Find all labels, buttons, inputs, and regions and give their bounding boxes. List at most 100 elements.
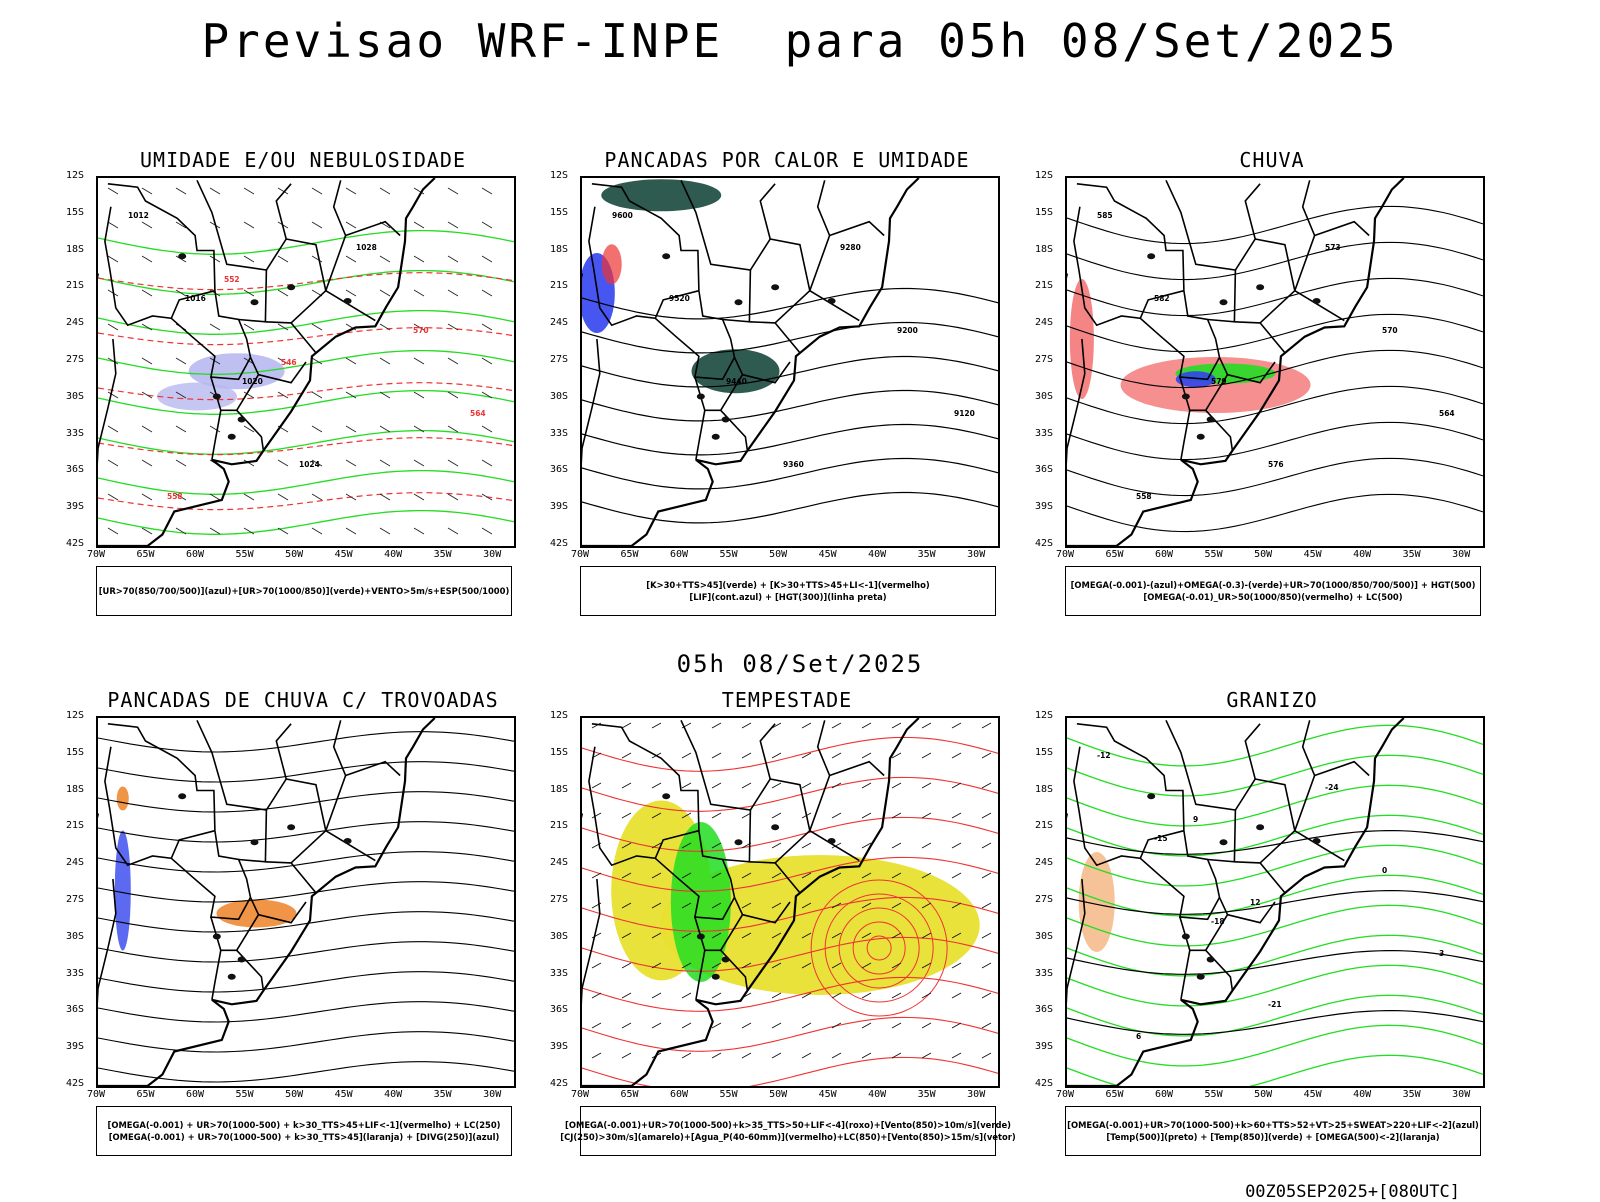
country-border <box>107 723 252 898</box>
wind-vector <box>981 722 992 729</box>
lon-tick-label: 60W <box>670 1089 689 1100</box>
lc850-contour <box>582 936 998 972</box>
country-border <box>258 361 307 384</box>
country-border <box>104 746 216 867</box>
temp500-contour <box>1067 950 1483 975</box>
wind-vector <box>621 932 632 939</box>
streamline <box>98 941 514 963</box>
wind-vector <box>831 812 842 819</box>
wind850-area <box>670 822 731 982</box>
wind-vector <box>681 902 692 909</box>
lon-tick-label: 60W <box>186 1089 205 1100</box>
country-border <box>238 809 268 863</box>
country-border <box>770 238 811 291</box>
legend-line: [OMEGA(-0.001) + UR>70(1000-500) + k>30_… <box>107 1120 501 1130</box>
wind-vector <box>981 812 992 819</box>
lake-shape <box>343 838 352 845</box>
wind-vector <box>447 459 459 467</box>
wind-vector <box>345 221 357 229</box>
humidity-low-contour <box>98 269 514 295</box>
lon-tick-label: 35W <box>433 549 452 560</box>
wind-vector <box>591 992 602 999</box>
wind-vector <box>861 992 872 999</box>
wind-vector <box>621 842 632 849</box>
country-border <box>774 720 831 864</box>
wind-vector <box>447 391 459 399</box>
lc850-contour <box>582 856 998 892</box>
wind-vector <box>651 962 662 969</box>
map-canvas: 1012 1016 1020 1024 1028 570 564 558 552 546 <box>98 178 514 546</box>
wind-vector <box>981 1052 992 1059</box>
lake-shape <box>250 839 259 846</box>
lat-tick-label: 18S <box>65 783 84 795</box>
temp850-contour <box>1067 994 1483 1037</box>
lat-tick-label: 42S <box>65 1078 84 1089</box>
wind-vector <box>921 872 932 879</box>
wind-vector <box>107 391 119 399</box>
coastline <box>582 178 920 546</box>
temp500-contour <box>1067 1010 1483 1035</box>
contour-label: 9120 <box>954 409 975 418</box>
country-border <box>722 269 752 323</box>
wind-vector <box>447 221 459 229</box>
contour-label: 576 <box>1268 460 1284 469</box>
contour-label: 1020 <box>242 377 263 386</box>
country-border <box>591 183 736 358</box>
country-border <box>1234 321 1286 354</box>
wind-vector <box>981 932 992 939</box>
country-border <box>809 830 860 862</box>
lake-shape <box>343 298 352 305</box>
streamline <box>98 1061 514 1083</box>
hgt300-contour <box>582 355 998 388</box>
wind-vector <box>711 902 722 909</box>
wind-vector <box>711 1022 722 1029</box>
wind-vector <box>107 527 119 535</box>
thickness-contour <box>98 272 514 291</box>
country-border <box>722 809 752 863</box>
lat-tick-label: 21S <box>65 820 84 832</box>
lat-tick-label: 39S <box>1034 501 1053 513</box>
country-border <box>1314 220 1370 237</box>
lat-tick-label: 24S <box>65 317 84 329</box>
country-border <box>196 719 292 811</box>
wind-vector <box>801 932 812 939</box>
country-border <box>695 410 706 460</box>
country-border <box>829 220 885 237</box>
country-border <box>211 410 222 460</box>
country-border <box>286 778 327 831</box>
wind-vector <box>345 459 357 467</box>
lon-tick-label: 55W <box>719 549 738 560</box>
lat-tick-label: 39S <box>65 1041 84 1053</box>
lake-shape <box>771 284 780 291</box>
wind-vector <box>771 722 782 729</box>
country-border <box>591 723 736 898</box>
wind-vector <box>951 782 962 789</box>
lat-tick-label: 12S <box>549 710 568 721</box>
lat-tick-label: 24S <box>549 857 568 869</box>
wind-vector <box>481 289 493 297</box>
wind-vector <box>175 391 187 399</box>
wind-vector <box>921 902 932 909</box>
lat-tick-label: 21S <box>549 280 568 292</box>
wind-vector <box>921 782 932 789</box>
country-border <box>829 760 885 777</box>
lat-tick-label: 42S <box>1034 538 1053 549</box>
country-border <box>742 361 791 384</box>
wind-vector <box>861 782 872 789</box>
lat-tick-label: 24S <box>549 317 568 329</box>
map-canvas <box>98 718 514 1086</box>
country-border <box>695 950 706 1000</box>
lake-shape <box>1147 253 1156 260</box>
lake-shape <box>662 253 671 260</box>
lon-tick-label: 30W <box>967 549 986 560</box>
wind-vector <box>711 872 722 879</box>
wind-vector <box>921 722 932 729</box>
wind-vector <box>711 962 722 969</box>
page-title: Previsao WRF-INPE para 05h 08/Set/2025 <box>201 14 1399 68</box>
lon-tick-label: 50W <box>769 549 788 560</box>
lat-tick-label: 27S <box>549 894 568 905</box>
country-border <box>588 206 700 327</box>
contour-label: 570 <box>1382 326 1398 335</box>
lon-tick-label: 50W <box>769 1089 788 1100</box>
wind-vector <box>311 221 323 229</box>
